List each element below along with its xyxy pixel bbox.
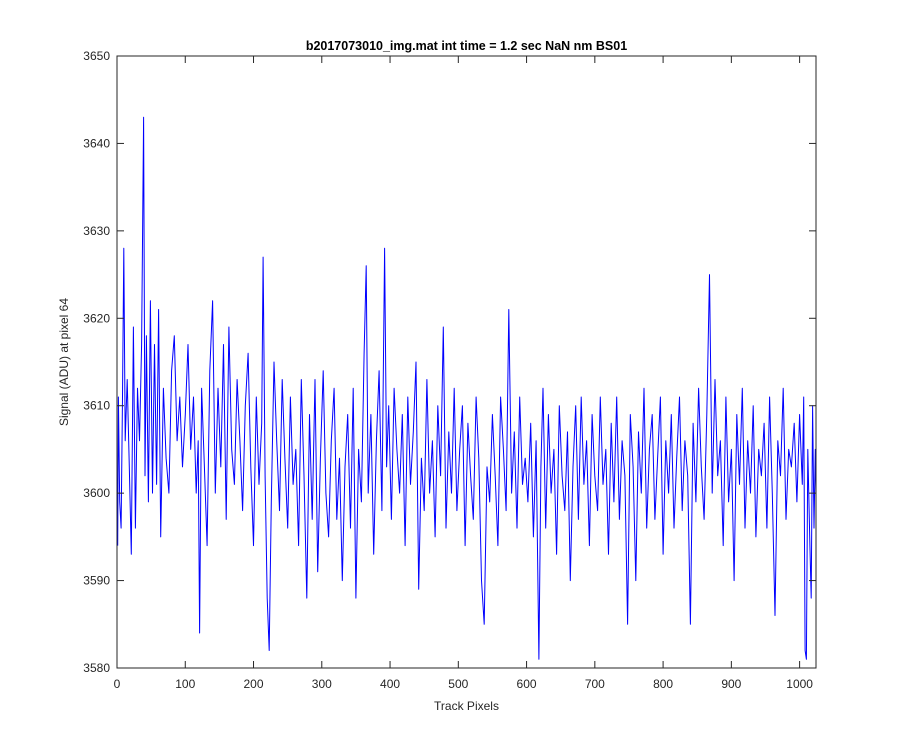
x-tick-label: 600 [517, 677, 537, 691]
x-tick-label: 400 [380, 677, 400, 691]
y-tick-label: 3620 [83, 311, 110, 325]
x-tick-label: 0 [114, 677, 121, 691]
x-tick-label: 700 [585, 677, 605, 691]
y-tick-label: 3590 [83, 574, 110, 588]
chart-title: b2017073010_img.mat int time = 1.2 sec N… [306, 39, 627, 53]
y-tick-label: 3630 [83, 224, 110, 238]
x-tick-label: 100 [175, 677, 195, 691]
x-tick-label: 500 [448, 677, 468, 691]
x-axis-title: Track Pixels [434, 699, 499, 713]
x-tick-label: 200 [244, 677, 264, 691]
plot-area-background [117, 56, 816, 668]
x-tick-label: 800 [653, 677, 673, 691]
y-tick-label: 3610 [83, 399, 110, 413]
y-axis-title: Signal (ADU) at pixel 64 [57, 298, 71, 426]
y-tick-label: 3600 [83, 486, 110, 500]
x-axis: 0 100 200 300 400 500 600 700 800 900 1000 [114, 56, 813, 691]
x-tick-label: 900 [721, 677, 741, 691]
x-tick-label: 1000 [786, 677, 813, 691]
plot-area-frame [116, 55, 817, 669]
y-tick-label: 3650 [83, 49, 110, 63]
x-tick-label: 300 [312, 677, 332, 691]
y-tick-label: 3580 [83, 661, 110, 675]
y-tick-label: 3640 [83, 136, 110, 150]
signal-series-line [117, 116, 817, 660]
y-axis: 3580 3590 3600 3610 3620 3630 3640 3650 [83, 49, 816, 675]
